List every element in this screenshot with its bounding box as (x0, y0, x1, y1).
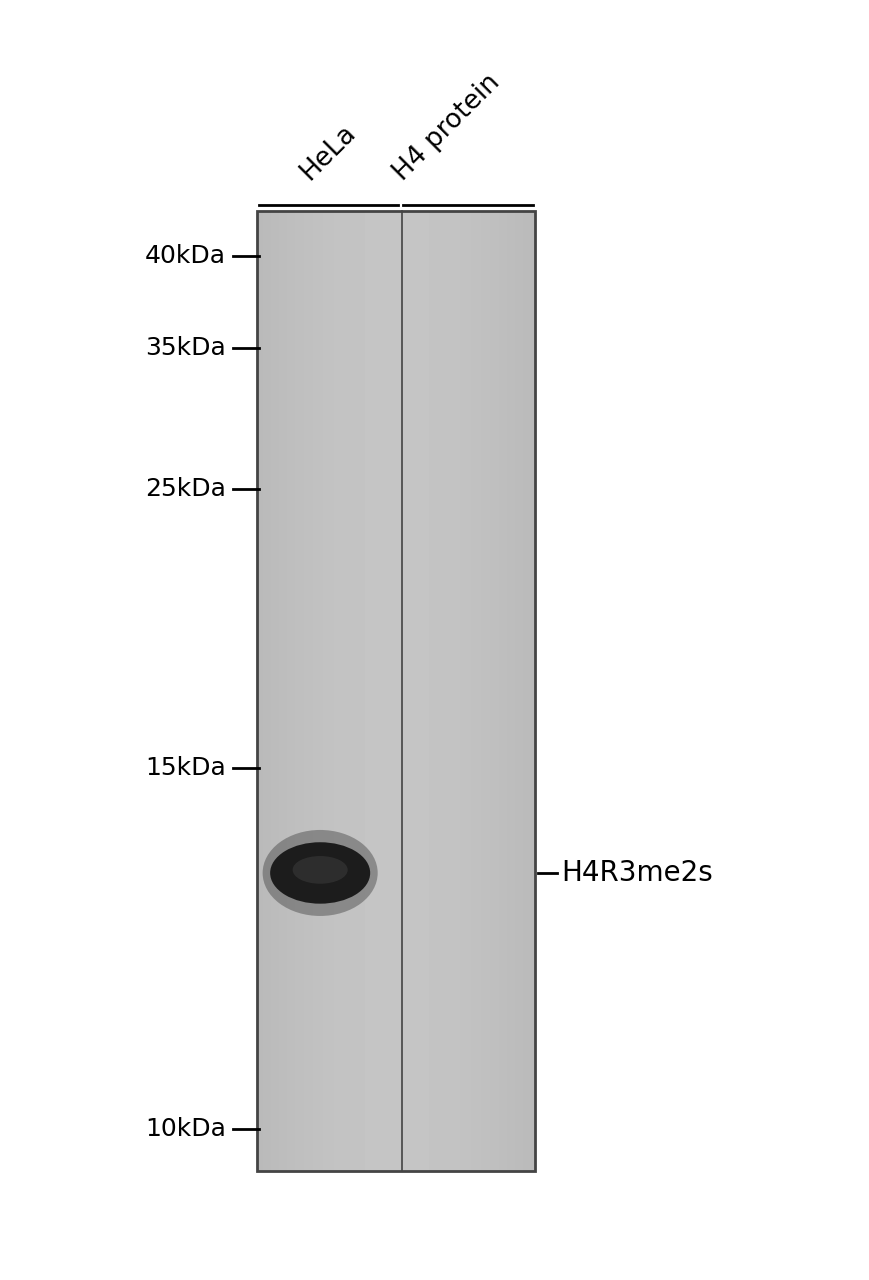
Bar (256, 211, 534, 1171)
Ellipse shape (270, 842, 370, 904)
Text: 15kDa: 15kDa (145, 756, 226, 780)
Ellipse shape (262, 829, 377, 916)
Ellipse shape (292, 856, 348, 883)
Text: HeLa: HeLa (295, 120, 360, 186)
Text: 25kDa: 25kDa (145, 477, 226, 500)
Text: 40kDa: 40kDa (145, 244, 226, 268)
Text: H4 protein: H4 protein (388, 69, 505, 186)
Text: 35kDa: 35kDa (145, 337, 226, 360)
Text: 10kDa: 10kDa (145, 1117, 226, 1140)
Text: H4R3me2s: H4R3me2s (561, 859, 712, 887)
